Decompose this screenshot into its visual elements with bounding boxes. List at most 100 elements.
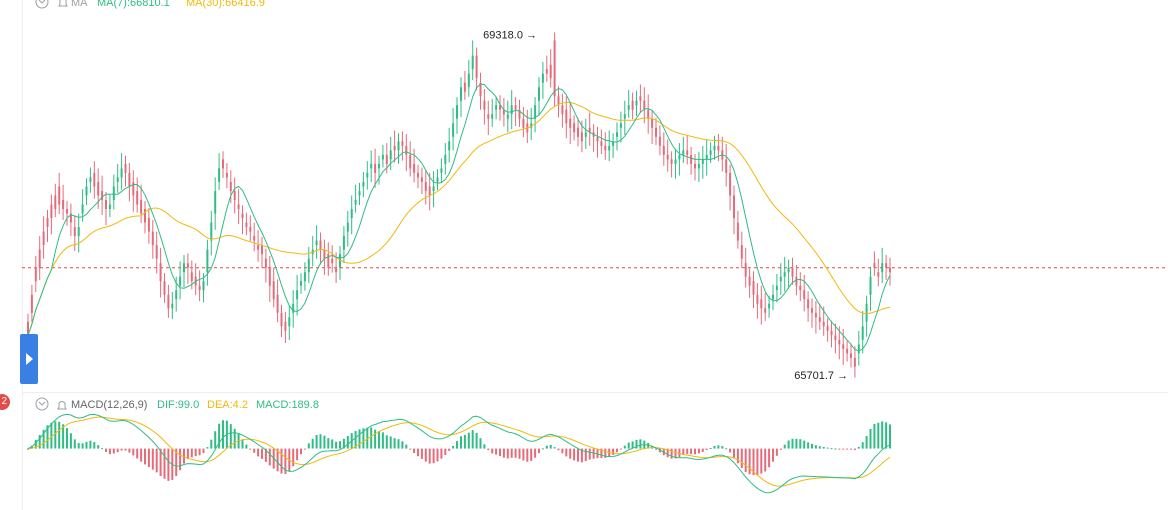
macd-bar <box>483 444 486 449</box>
macd-bar <box>826 447 829 449</box>
macd-bar <box>444 448 447 455</box>
macd-bar <box>538 448 540 454</box>
macd-bar <box>573 448 576 461</box>
candle-body <box>257 245 260 250</box>
chevron-down-icon[interactable] <box>35 0 49 9</box>
candles <box>27 32 891 378</box>
macd-bar <box>557 448 560 451</box>
macd-bar <box>284 448 287 474</box>
candle-body <box>385 154 388 164</box>
macd-bar <box>791 438 794 449</box>
candle-body <box>456 105 458 119</box>
candle-body <box>569 118 572 128</box>
candle-body <box>335 267 338 273</box>
macd-bar <box>612 448 615 455</box>
macd-bar <box>842 448 845 450</box>
macd-bar <box>397 439 400 449</box>
macd-bar <box>120 448 123 451</box>
chevron-down-icon[interactable] <box>35 397 49 411</box>
macd-bar <box>682 448 685 456</box>
candle-body <box>323 249 326 259</box>
ma-label: MA <box>71 0 88 9</box>
candle-body <box>112 186 115 200</box>
candle-body <box>807 299 810 309</box>
macd-bar <box>159 448 162 476</box>
candle-body <box>740 245 743 259</box>
candle-body <box>288 317 291 327</box>
macd-bar <box>502 448 505 458</box>
candle-body <box>471 55 474 70</box>
candle-body <box>662 145 665 155</box>
macd-bar <box>128 448 131 453</box>
candle-body <box>303 272 306 282</box>
macd-bar <box>124 448 127 451</box>
macd-bar <box>385 435 388 449</box>
macd-bar <box>756 448 759 475</box>
macd-bar <box>378 431 380 449</box>
candle-body <box>705 154 708 160</box>
macd-bar <box>323 435 326 449</box>
candle-body <box>725 159 728 173</box>
macd-bar <box>721 446 724 449</box>
dea-value: DEA:4.2 <box>207 399 248 411</box>
bell-icon[interactable] <box>57 401 67 410</box>
candle-body <box>183 263 185 273</box>
macd-bar <box>315 435 318 449</box>
candle-body <box>296 290 299 300</box>
macd-bar <box>674 448 677 459</box>
macd-bar <box>744 448 747 473</box>
candle-body <box>124 163 127 173</box>
candle-body <box>292 303 295 313</box>
candle-body <box>401 141 404 146</box>
candle-body <box>140 200 143 214</box>
candle-body <box>175 290 178 300</box>
macd-bar <box>73 439 76 449</box>
candle-body <box>116 177 119 182</box>
candle-body <box>709 150 712 155</box>
macd-bar <box>803 440 806 449</box>
macd-bar <box>249 448 252 450</box>
candle-body <box>877 272 880 277</box>
candle-body <box>787 267 790 273</box>
candle-body <box>701 159 704 164</box>
macd-bar <box>768 448 771 468</box>
candle-body <box>264 258 267 268</box>
candle-body <box>612 141 615 146</box>
candle-body <box>604 145 607 151</box>
macd-bar <box>795 438 798 449</box>
candle-body <box>120 168 123 178</box>
macd-bar <box>655 448 657 450</box>
candle-body <box>362 182 365 187</box>
candle-body <box>510 105 513 115</box>
macd-bar <box>331 439 334 449</box>
candle-body <box>682 150 685 155</box>
macd-bar <box>424 448 427 462</box>
macd-bar <box>229 424 232 449</box>
bell-icon[interactable] <box>58 0 68 7</box>
macd-bar <box>690 448 693 455</box>
macd-bar <box>733 448 735 458</box>
candle-body <box>775 285 778 291</box>
candle-body <box>869 276 872 295</box>
candle-body <box>354 200 357 205</box>
candle-body <box>222 159 224 169</box>
candle-body <box>206 249 209 273</box>
candle-body <box>666 154 669 160</box>
candle-body <box>241 213 244 218</box>
expand-panel-icon[interactable] <box>20 334 38 384</box>
candle-body <box>350 209 353 218</box>
macd-bar <box>873 423 876 449</box>
candle-body <box>744 263 747 277</box>
macd-bar <box>694 448 696 455</box>
candle-body <box>167 294 170 309</box>
macd-bar <box>729 448 732 453</box>
macd-bar <box>339 441 341 449</box>
candle-body <box>553 40 556 97</box>
macd-bar <box>354 431 357 449</box>
candle-body <box>545 69 548 74</box>
candle-body <box>580 132 583 142</box>
candle-body <box>811 308 813 313</box>
macd-bar <box>116 448 119 453</box>
candle-body <box>214 191 217 214</box>
